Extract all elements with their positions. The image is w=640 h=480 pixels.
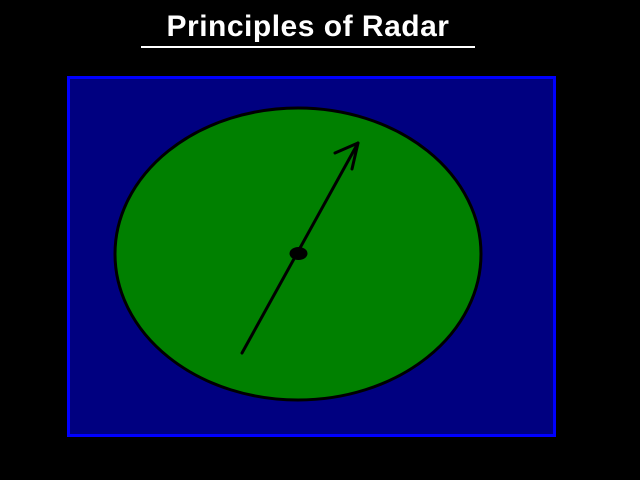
center-dot xyxy=(289,247,308,260)
sweep-arrowhead-icon xyxy=(333,141,360,171)
slide-title: Principles of Radar xyxy=(166,10,450,43)
title-underline: Principles of Radar xyxy=(140,10,476,48)
title-block: Principles of Radar xyxy=(0,10,640,48)
